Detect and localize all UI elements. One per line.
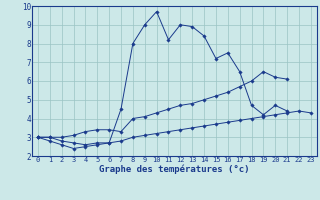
X-axis label: Graphe des températures (°c): Graphe des températures (°c)	[99, 164, 250, 174]
